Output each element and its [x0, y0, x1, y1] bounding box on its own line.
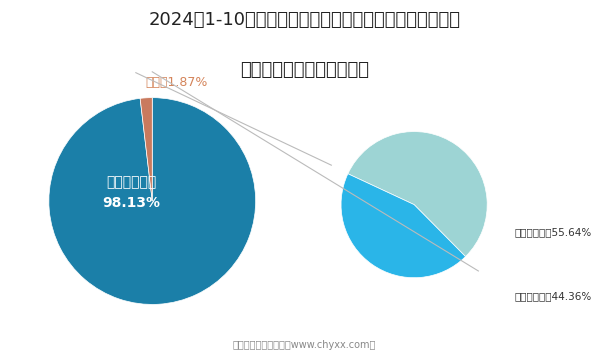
- Text: 2024年1-10月天津市進出口總額占全國比重及外商投資企: 2024年1-10月天津市進出口總額占全國比重及外商投資企: [149, 11, 460, 29]
- Wedge shape: [49, 98, 256, 304]
- Wedge shape: [140, 98, 152, 201]
- Text: 天津市1.87%: 天津市1.87%: [146, 76, 208, 89]
- Wedge shape: [341, 174, 465, 278]
- Text: 98.13%: 98.13%: [102, 196, 161, 210]
- Text: 其他企業類型55.64%: 其他企業類型55.64%: [515, 227, 592, 237]
- Text: 全國其他省份: 全國其他省份: [107, 176, 157, 190]
- Text: 外商投資企業44.36%: 外商投資企業44.36%: [515, 291, 592, 301]
- Text: 制圖：智研咨詢整理（www.chyxx.com）: 制圖：智研咨詢整理（www.chyxx.com）: [233, 340, 376, 350]
- Text: 業占進出口總額比重統計圖: 業占進出口總額比重統計圖: [240, 61, 369, 79]
- Wedge shape: [348, 131, 487, 257]
